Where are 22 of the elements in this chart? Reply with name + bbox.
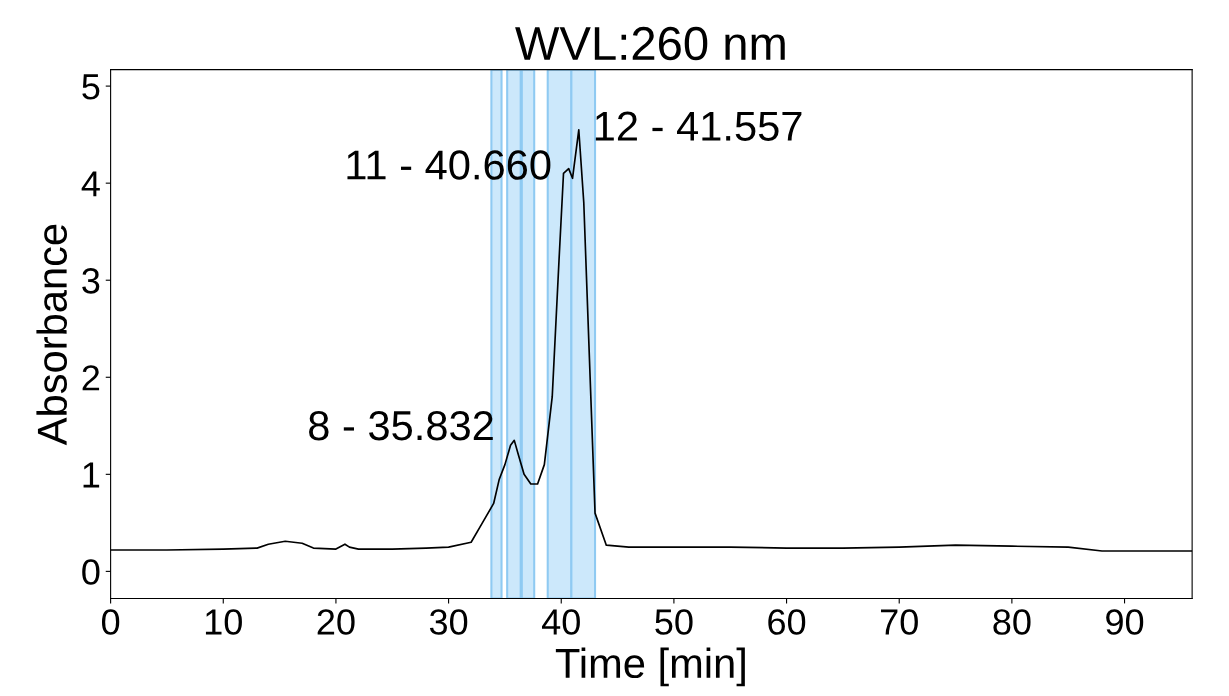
x-axis-title: Time [min] [555,647,745,687]
x-tick-label: 0 [101,609,120,635]
y-axis-title: Absorbance [36,224,68,446]
x-tick-label: 80 [993,609,1031,635]
chart-title: WVL:260 nm [515,26,785,61]
annotation: 12 - 41.557 [595,111,802,141]
y-tick-label: 4 [81,171,100,197]
x-tick-label: 10 [205,609,242,635]
x-tick-label: 20 [317,609,355,635]
y-tick-label: 3 [82,268,100,294]
annotation: 8 - 35.832 [309,410,493,441]
x-tick-label: 40 [541,609,580,635]
y-tick-label: 0 [82,559,100,585]
x-tick-label: 50 [655,609,693,635]
x-tick-label: 70 [880,609,918,635]
x-tick-label: 30 [429,609,468,635]
y-tick-label: 2 [82,365,100,391]
y-tick-label: 5 [82,74,100,100]
y-tick-label: 1 [83,462,100,488]
x-tick-label: 90 [1106,609,1144,635]
x-tick-label: 60 [768,609,806,635]
annotation: 11 - 40.660 [347,150,551,180]
